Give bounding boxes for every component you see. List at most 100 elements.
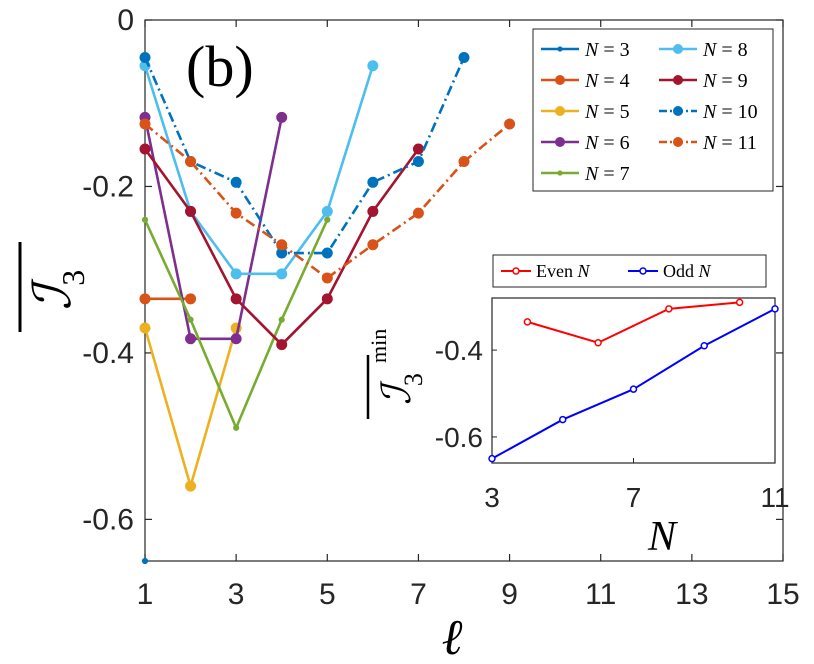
inset-data-point [523, 318, 532, 326]
legend-label: N = 9 [702, 70, 748, 92]
x-tick-label: 13 [675, 578, 708, 611]
data-point [321, 205, 333, 217]
data-point [187, 316, 194, 323]
main-ticks: 1 3 5 7 9 11 13 150-0.2-0.4-0.6 [82, 4, 799, 611]
data-point [230, 293, 242, 305]
data-point [139, 118, 151, 130]
legend-item: N = 3 [541, 39, 630, 61]
legend-label: N = 11 [702, 132, 757, 154]
data-point [504, 118, 516, 130]
inset-y-axis-label-superscript: min [366, 329, 391, 363]
x-tick-label: 9 [501, 578, 518, 611]
data-point [230, 268, 242, 280]
series-n-9 [139, 143, 424, 351]
legend-label: N = 8 [702, 39, 748, 61]
data-point [139, 293, 151, 305]
panel-label: (b) [186, 34, 254, 99]
x-tick-label: 5 [319, 578, 336, 611]
inset-series-line [527, 301, 740, 344]
x-tick-label: 3 [228, 578, 245, 611]
data-point [230, 207, 242, 219]
legend-item: N = 11 [659, 132, 757, 154]
legend-marker [673, 106, 683, 116]
legend-item: N = 7 [541, 163, 630, 185]
data-point [185, 155, 197, 167]
inset-data-point [665, 305, 673, 313]
inset-y-tick-label: -0.4 [435, 335, 483, 366]
inset-plot-area [491, 297, 776, 464]
data-point [367, 176, 379, 188]
data-point [185, 205, 197, 217]
legend-marker [555, 137, 565, 147]
series-line [143, 56, 466, 255]
legend-label: N = 4 [584, 70, 630, 92]
x-tick-label: 11 [585, 578, 616, 611]
inset-data-point [771, 305, 779, 313]
legend-marker [555, 75, 565, 85]
data-point [324, 216, 331, 223]
series-n-5 [139, 322, 242, 492]
data-point [141, 557, 149, 565]
inset-data-point [629, 385, 638, 393]
legend-marker [673, 75, 683, 85]
x-tick-label: 15 [766, 578, 799, 611]
legend-marker [673, 137, 683, 147]
data-point [458, 155, 470, 167]
legend-marker [557, 170, 563, 176]
data-point [276, 239, 288, 251]
inset-y-tick-label: -0.6 [435, 422, 483, 453]
data-point [185, 480, 197, 492]
data-point [321, 293, 333, 305]
data-point [185, 333, 197, 345]
legend-item: N = 10 [659, 101, 758, 123]
legend-label: N = 7 [584, 163, 630, 185]
inset-data-point [700, 342, 708, 350]
inset-legend: Even N Odd N [492, 254, 767, 288]
legend-label: N = 6 [584, 132, 630, 154]
inset-x-axis-label: N [647, 514, 678, 560]
legend-label: N = 5 [584, 101, 630, 123]
data-point [412, 207, 424, 219]
inset-x-tick-label: 7 [626, 482, 642, 513]
data-point [321, 247, 333, 259]
legend-item: N = 4 [541, 70, 630, 92]
x-tick-label: 7 [410, 578, 427, 611]
data-point [139, 51, 151, 63]
data-point [276, 339, 288, 351]
main-series [139, 51, 516, 565]
legend-item: N = 9 [659, 70, 748, 92]
legend-item: N = 6 [541, 132, 630, 154]
inset-x-tick-label: 11 [760, 482, 789, 513]
data-point [230, 176, 242, 188]
legend-marker [557, 46, 563, 52]
legend-label: N = 10 [702, 101, 758, 123]
legend-marker [673, 44, 683, 54]
series-line [143, 65, 375, 276]
inset-series-even-n [523, 298, 744, 347]
inset-series [488, 298, 779, 463]
main-x-axis-label: ℓ [442, 609, 463, 664]
legend-label: N = 3 [584, 39, 630, 61]
data-point [230, 333, 242, 345]
main-y-axis-label: ℐ3 [18, 242, 91, 332]
inset-data-point [559, 415, 567, 424]
data-point [185, 293, 197, 305]
y-tick-label: -0.4 [82, 337, 134, 370]
data-point [367, 205, 379, 217]
data-point [367, 239, 379, 251]
series-n-10 [139, 51, 470, 259]
data-point [412, 143, 424, 155]
legend-marker [555, 106, 565, 116]
data-point [412, 155, 424, 167]
inset-series-odd-n [488, 305, 779, 463]
inset-x-tick-label: 3 [484, 482, 500, 513]
inset-legend-label: Even N [536, 261, 590, 281]
series-n-11 [139, 118, 516, 284]
data-point [141, 216, 149, 223]
series-line [144, 123, 511, 280]
main-legend: N = 3 N = 4 N = 5 N = 6 N = 7 N = 8 N = 9 N = 1… [532, 28, 774, 192]
inset-legend-box [492, 254, 767, 288]
legend-item: N = 5 [541, 101, 630, 123]
data-point [139, 322, 151, 334]
